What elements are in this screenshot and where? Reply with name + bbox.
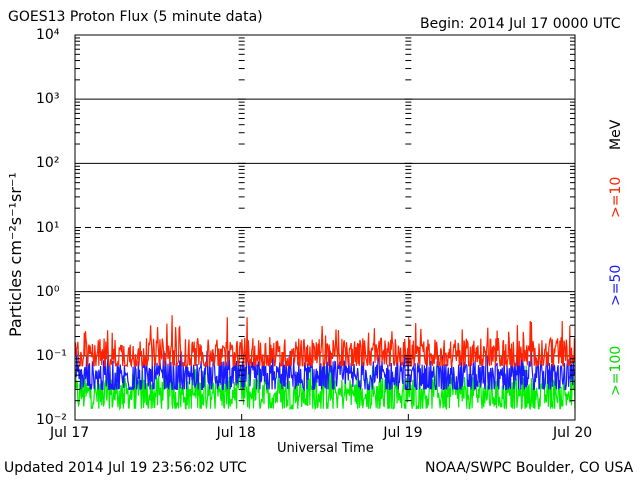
- y-tick-label: 10²: [36, 155, 60, 172]
- chart-title: GOES13 Proton Flux (5 minute data): [8, 9, 263, 25]
- x-tick-label: Jul 17: [50, 425, 90, 441]
- y-tick-label: 10⁻¹: [36, 347, 67, 364]
- y-tick-label: 10¹: [36, 219, 60, 236]
- legend-ge100: >=100: [608, 345, 624, 396]
- y-tick-label: 10³: [36, 91, 60, 108]
- x-tick-label: Jul 20: [553, 425, 593, 441]
- y-axis-label: Particles cm⁻²s⁻¹sr⁻¹: [6, 172, 25, 337]
- legend-ge10: >=10: [608, 176, 624, 218]
- minor-ticks: [75, 37, 575, 421]
- y-tick-label: 10⁴: [36, 27, 60, 43]
- series-line-ge50: [74, 350, 576, 392]
- updated-time: Updated 2014 Jul 19 23:56:02 UTC: [4, 460, 247, 476]
- chart-grid: [75, 98, 575, 357]
- begin-time: Begin: 2014 Jul 17 0000 UTC: [420, 16, 621, 32]
- plot-frame: [74, 34, 576, 421]
- series-line-ge10: [74, 315, 576, 369]
- credit-text: NOAA/SWPC Boulder, CO USA: [425, 460, 634, 476]
- y-tick-label: 10⁻²: [36, 412, 67, 428]
- x-axis-label: Universal Time: [277, 441, 374, 456]
- series-ge10: [74, 315, 576, 369]
- legend-ge50: >=50: [608, 264, 624, 306]
- y-tick-label: 10⁰: [36, 283, 60, 300]
- x-tick-label: Jul 18: [216, 425, 256, 441]
- x-tick-label: Jul 19: [383, 425, 423, 441]
- legend-unit: MeV: [608, 119, 624, 150]
- series-ge50: [74, 350, 576, 392]
